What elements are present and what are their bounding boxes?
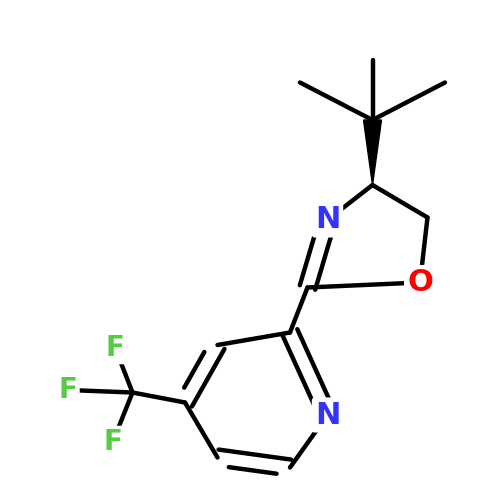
Polygon shape — [364, 120, 382, 185]
Text: O: O — [407, 268, 433, 297]
Text: N: N — [315, 206, 340, 234]
Text: F: F — [106, 334, 124, 361]
Text: N: N — [315, 400, 340, 430]
Text: F: F — [103, 428, 122, 456]
Text: F: F — [58, 376, 77, 404]
